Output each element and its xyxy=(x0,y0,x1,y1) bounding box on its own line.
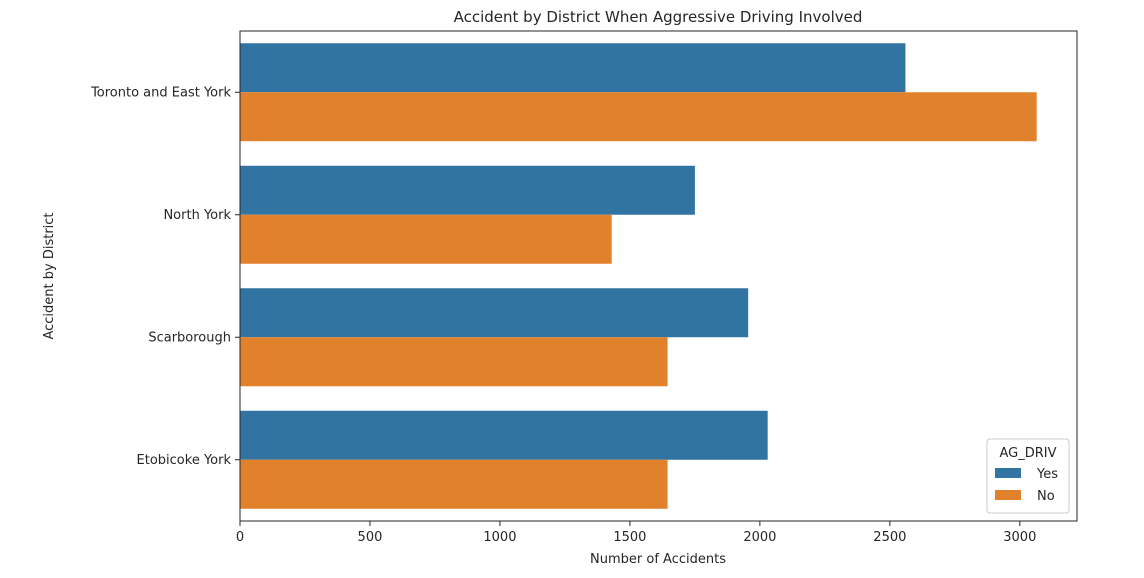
legend: AG_DRIV Yes No xyxy=(986,438,1070,514)
x-tick-label: 500 xyxy=(358,530,383,545)
x-tick-group: 0 500 1000 1500 2000 2500 3000 xyxy=(236,521,1036,545)
x-tick-label: 3000 xyxy=(1003,530,1036,545)
x-tick-label: 2000 xyxy=(743,530,776,545)
bar-no-3 xyxy=(240,459,668,509)
plot-frame xyxy=(239,30,1078,522)
y-tick-label: North York xyxy=(163,208,231,223)
legend-swatch-no xyxy=(995,490,1021,500)
x-tick-label: 0 xyxy=(236,530,244,545)
y-tick-label: Toronto and East York xyxy=(90,85,231,100)
bar-yes-0 xyxy=(240,43,906,93)
bar-no-0 xyxy=(240,92,1037,142)
bar-group xyxy=(240,43,1037,509)
x-axis-label: Number of Accidents xyxy=(590,552,726,567)
bar-yes-2 xyxy=(240,288,749,338)
y-tick-label: Scarborough xyxy=(148,330,231,345)
chart-title: Accident by District When Aggressive Dri… xyxy=(454,8,863,26)
y-axis-label: Accident by District xyxy=(42,212,57,339)
legend-title: AG_DRIV xyxy=(999,446,1056,461)
legend-swatch-yes xyxy=(995,468,1021,478)
legend-label-yes: Yes xyxy=(1036,467,1058,482)
x-tick-label: 2500 xyxy=(873,530,906,545)
bar-no-1 xyxy=(240,214,612,264)
x-tick-label: 1000 xyxy=(483,530,516,545)
y-tick-group: Toronto and East York North York Scarborou… xyxy=(90,85,240,468)
bar-yes-1 xyxy=(240,165,695,215)
y-tick-label: Etobicoke York xyxy=(137,453,232,468)
bar-no-2 xyxy=(240,337,668,387)
x-tick-label: 1500 xyxy=(613,530,646,545)
legend-items: Yes No xyxy=(995,467,1058,504)
legend-label-no: No xyxy=(1037,489,1055,504)
bar-yes-3 xyxy=(240,410,768,460)
